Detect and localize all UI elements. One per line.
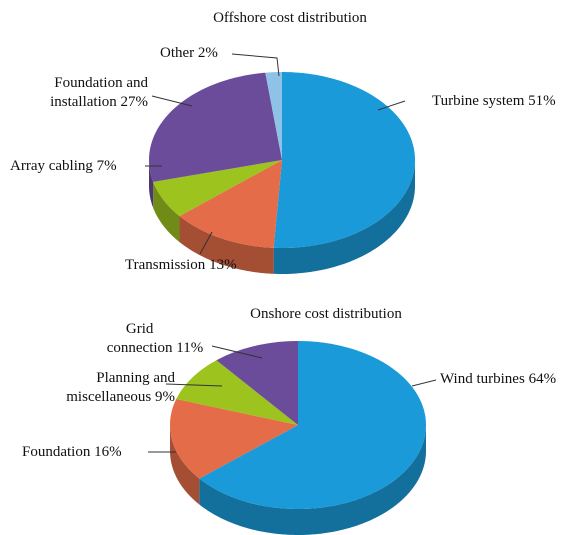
leader-line — [211, 345, 263, 359]
category-label: Foundation — [22, 444, 91, 460]
slice-side — [199, 425, 426, 535]
slice-label: Foundation 16% — [22, 443, 122, 462]
value-label: 16% — [94, 444, 122, 460]
slice — [176, 360, 298, 425]
slice-label: Foundation and installation 27% — [8, 74, 148, 112]
slice-label: Other 2% — [160, 44, 218, 63]
slice-label: Planning and miscellaneous 9% — [40, 369, 175, 407]
value-label: 2% — [197, 45, 218, 61]
leader-line — [199, 231, 213, 255]
chart-title: Offshore cost distribution — [213, 10, 367, 26]
slice-side — [153, 181, 180, 243]
slice-label: Turbine system 51% — [432, 92, 556, 111]
slice-label: Grid connection 11% — [95, 320, 215, 358]
chart-title: Onshore cost distribution — [250, 306, 402, 322]
slice — [216, 341, 298, 425]
leader-line — [231, 53, 280, 77]
leader-line — [151, 95, 193, 107]
slice — [179, 160, 282, 248]
category-label: Transmission — [125, 257, 206, 273]
category-label: Turbine system — [432, 93, 525, 109]
slice — [265, 72, 282, 160]
slice — [199, 341, 426, 509]
value-label: 9% — [155, 389, 175, 405]
slice — [170, 399, 298, 479]
slice-side — [149, 160, 154, 208]
category-label: Planning and miscellaneous — [66, 370, 175, 405]
category-label: Wind turbines — [440, 371, 525, 387]
slice-label: Wind turbines 64% — [440, 370, 556, 389]
slice — [153, 160, 282, 217]
category-label: Other — [160, 45, 195, 61]
slice-side — [273, 160, 415, 274]
leader-line — [377, 100, 406, 111]
value-label: 64% — [528, 371, 557, 387]
category-label: Array cabling — [10, 158, 93, 174]
value-label: 27% — [120, 94, 149, 110]
category-label: Foundation and installation — [50, 75, 148, 110]
leader-line — [411, 379, 437, 387]
slice — [273, 72, 415, 248]
value-label: 11% — [176, 340, 204, 356]
value-label: 7% — [96, 158, 117, 174]
value-label: 51% — [528, 93, 556, 109]
slice-label: Transmission 13% — [125, 256, 237, 275]
slice-label: Array cabling 7% — [10, 157, 117, 176]
leader-line — [165, 383, 223, 387]
slice — [149, 72, 282, 182]
category-label: Grid connection — [106, 321, 173, 356]
value-label: 13% — [209, 257, 237, 273]
slice-side — [179, 216, 274, 274]
slice-side — [170, 425, 200, 505]
